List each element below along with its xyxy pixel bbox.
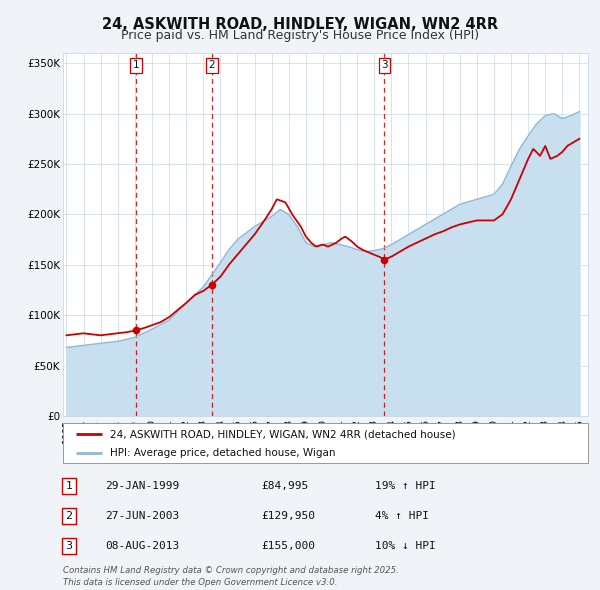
Text: Contains HM Land Registry data © Crown copyright and database right 2025.
This d: Contains HM Land Registry data © Crown c… bbox=[63, 566, 399, 587]
Text: HPI: Average price, detached house, Wigan: HPI: Average price, detached house, Wiga… bbox=[110, 448, 336, 458]
Text: 29-JAN-1999: 29-JAN-1999 bbox=[105, 481, 179, 491]
Text: £155,000: £155,000 bbox=[261, 542, 315, 551]
Text: £129,950: £129,950 bbox=[261, 512, 315, 521]
Text: Price paid vs. HM Land Registry's House Price Index (HPI): Price paid vs. HM Land Registry's House … bbox=[121, 30, 479, 42]
Text: 3: 3 bbox=[65, 542, 73, 551]
Text: 08-AUG-2013: 08-AUG-2013 bbox=[105, 542, 179, 551]
Text: 2: 2 bbox=[65, 512, 73, 521]
Text: 24, ASKWITH ROAD, HINDLEY, WIGAN, WN2 4RR (detached house): 24, ASKWITH ROAD, HINDLEY, WIGAN, WN2 4R… bbox=[110, 430, 456, 440]
Text: 3: 3 bbox=[381, 60, 388, 70]
Text: 1: 1 bbox=[65, 481, 73, 491]
Text: 24, ASKWITH ROAD, HINDLEY, WIGAN, WN2 4RR: 24, ASKWITH ROAD, HINDLEY, WIGAN, WN2 4R… bbox=[102, 17, 498, 31]
Text: 10% ↓ HPI: 10% ↓ HPI bbox=[375, 542, 436, 551]
Text: 27-JUN-2003: 27-JUN-2003 bbox=[105, 512, 179, 521]
FancyBboxPatch shape bbox=[63, 423, 588, 463]
Text: 19% ↑ HPI: 19% ↑ HPI bbox=[375, 481, 436, 491]
Text: 4% ↑ HPI: 4% ↑ HPI bbox=[375, 512, 429, 521]
Text: 2: 2 bbox=[208, 60, 215, 70]
Text: £84,995: £84,995 bbox=[261, 481, 308, 491]
Text: 1: 1 bbox=[133, 60, 140, 70]
